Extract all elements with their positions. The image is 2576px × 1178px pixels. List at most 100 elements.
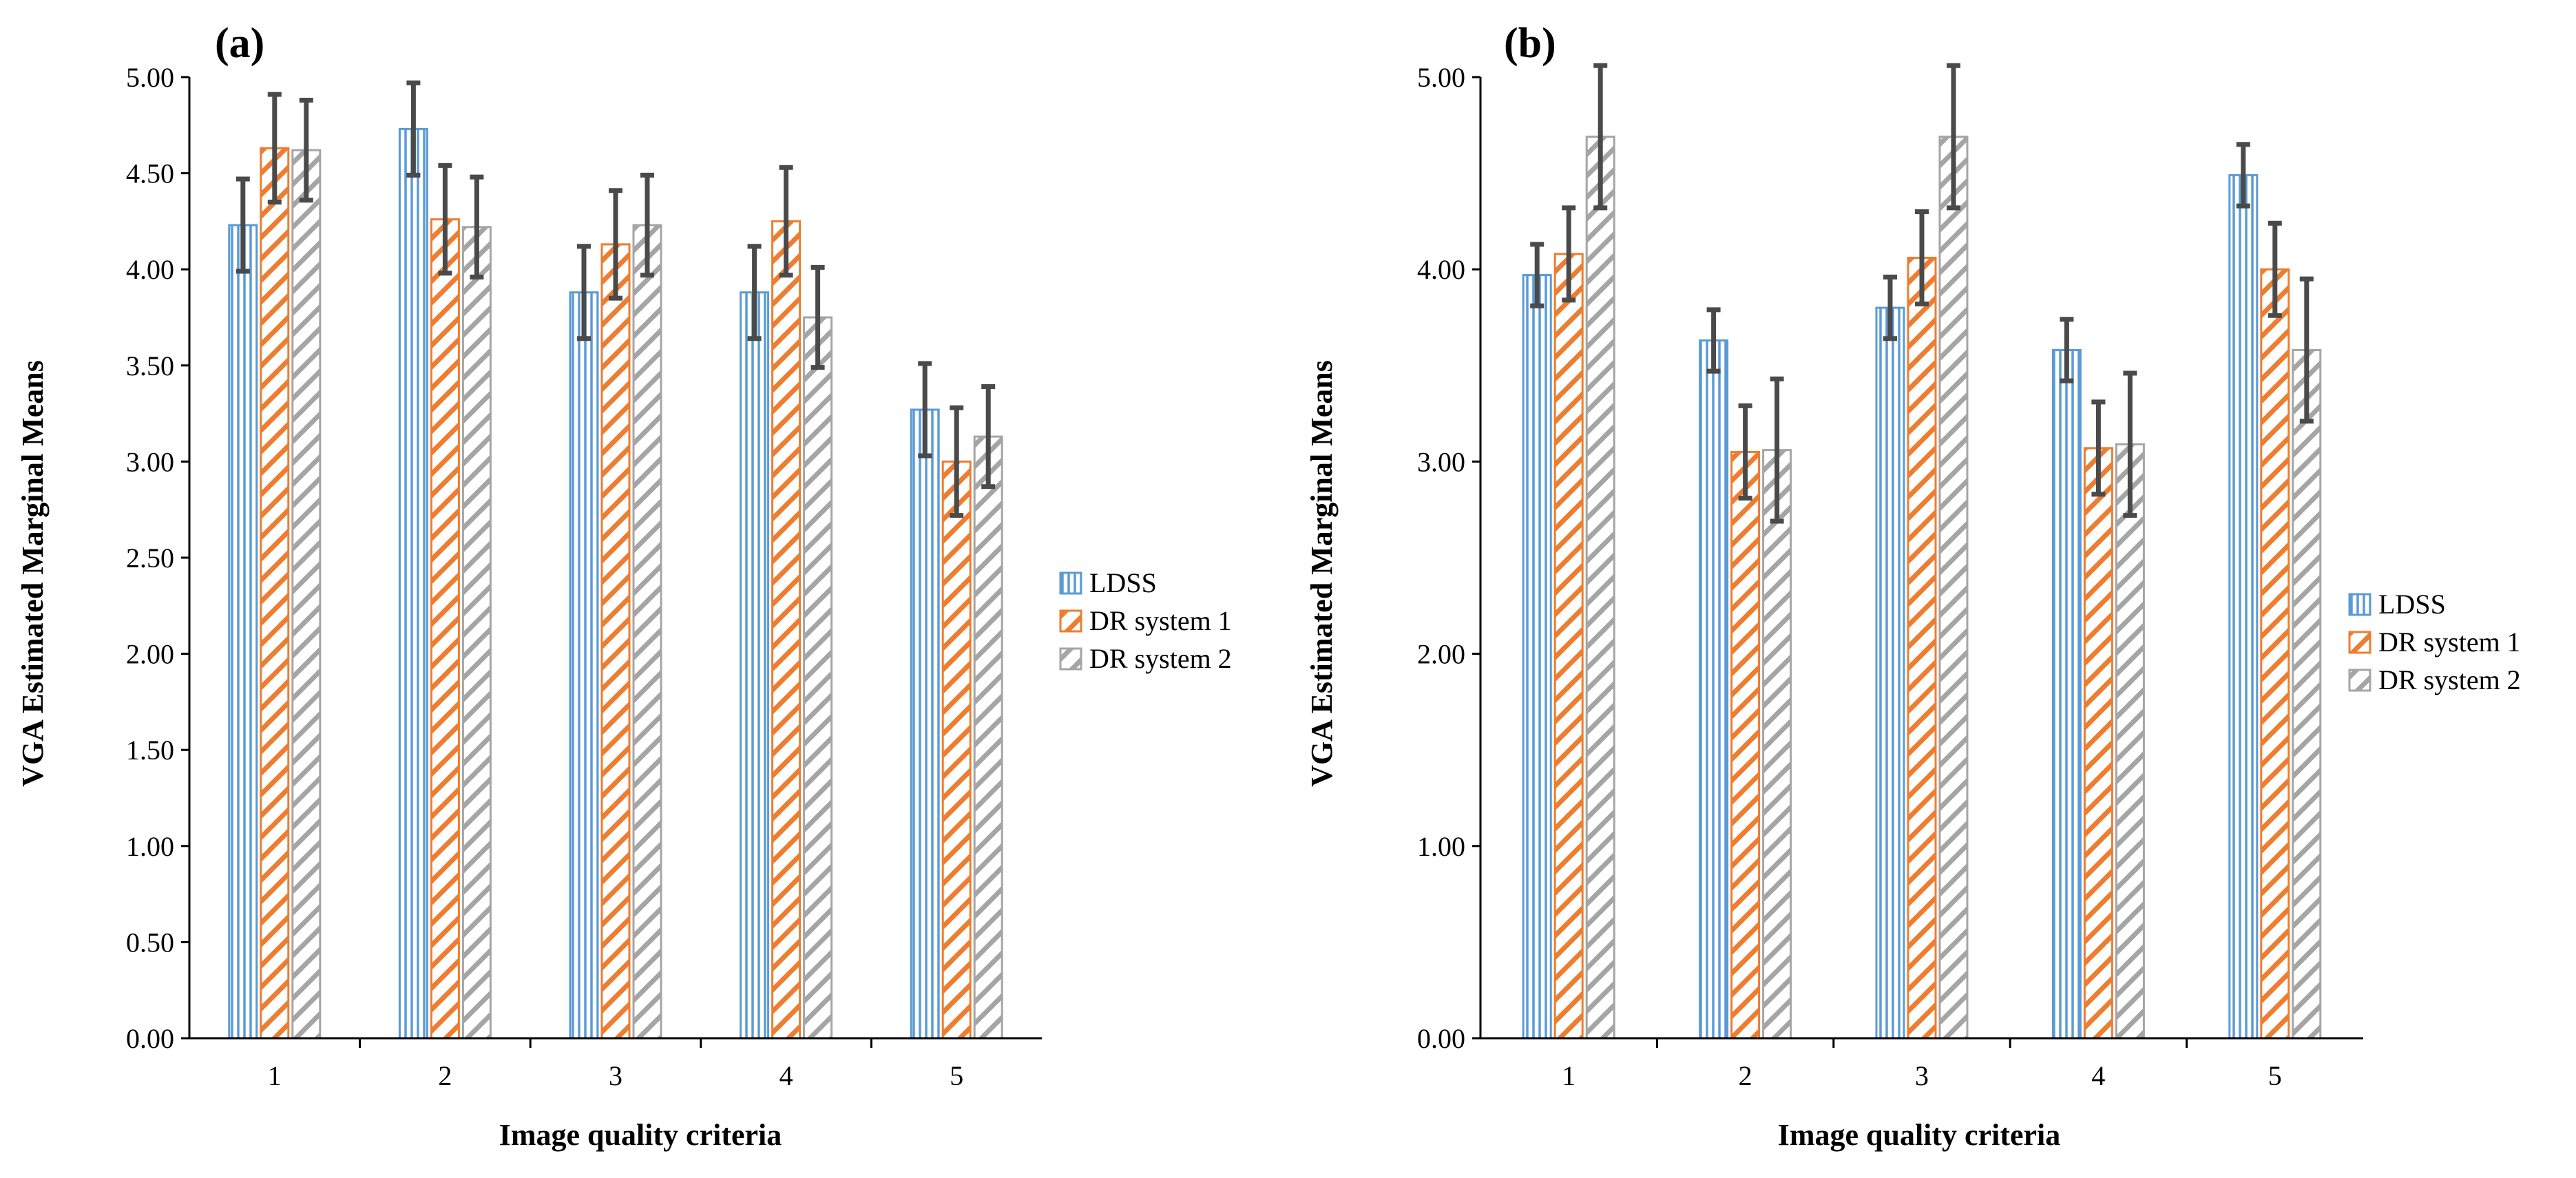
- bar-dr-system-2-2: [1762, 449, 1792, 1040]
- error-bar-dr-system-2-1: [1593, 63, 1608, 211]
- legend-swatch-dr-system-2: [1059, 647, 1082, 671]
- legend-label-dr-system-2: DR system 2: [1089, 643, 1232, 674]
- x-tick-label: 4: [779, 1060, 793, 1091]
- x-tick-label: 1: [1562, 1060, 1575, 1091]
- y-tick-label: 2.00: [1417, 639, 1465, 670]
- bar-ldss-5: [910, 408, 940, 1040]
- error-bar-dr-system-1-1: [1562, 205, 1576, 303]
- error-bar-dr-system-2-3: [1947, 63, 1960, 211]
- bar-dr-system-2-4: [803, 316, 833, 1040]
- bar-dr-system-1-5: [941, 460, 972, 1040]
- legend-label-ldss: LDSS: [2378, 589, 2446, 620]
- x-tick-label: 2: [438, 1060, 452, 1091]
- error-bar-ldss-4: [2060, 317, 2074, 383]
- bar-dr-system-2-5: [2292, 348, 2322, 1040]
- y-tick-label: 2.00: [126, 639, 174, 670]
- error-bar-ldss-2: [1706, 307, 1721, 374]
- panel-b-y-axis-title: VGA Estimated Marginal Means: [1305, 360, 1339, 787]
- bar-ldss-4: [740, 291, 770, 1040]
- y-tick-label: 1.50: [126, 735, 174, 766]
- error-bar-dr-system-2-3: [640, 172, 654, 278]
- error-bar-dr-system-2-4: [810, 264, 825, 370]
- y-tick-label: 4.00: [1417, 254, 1465, 285]
- bar-dr-system-1-2: [430, 218, 460, 1040]
- bar-dr-system-2-2: [461, 226, 492, 1040]
- panel-a-x-axis-title: Image quality criteria: [499, 1118, 782, 1152]
- bar-dr-system-1-3: [1907, 256, 1937, 1040]
- error-bar-ldss-1: [1530, 242, 1544, 308]
- y-tick-label: 0.00: [126, 1023, 174, 1054]
- panel-a-y-ticks: 0.00 0.50 1.00 1.50 2.00 2.50 3.00 3.50 4.00 4.50…: [126, 62, 189, 1054]
- error-bar-ldss-3: [577, 244, 591, 341]
- legend-swatch-dr-system-1: [2348, 631, 2371, 654]
- error-bar-ldss-4: [747, 244, 762, 341]
- bar-ldss-2: [1699, 339, 1729, 1040]
- legend-swatch-dr-system-2: [2348, 669, 2371, 692]
- y-tick-label: 4.50: [126, 158, 174, 189]
- bar-dr-system-1-1: [260, 147, 290, 1040]
- bar-ldss-3: [569, 291, 599, 1040]
- error-bar-dr-system-2-5: [981, 384, 996, 490]
- bar-ldss-3: [1875, 306, 1905, 1040]
- y-tick-label: 5.00: [126, 62, 174, 93]
- panel-a-error-bars: [235, 80, 996, 518]
- error-bar-ldss-5: [2236, 142, 2250, 209]
- bar-dr-system-2-3: [632, 224, 662, 1040]
- panel-a-bars: [228, 127, 1003, 1040]
- panel-b-bars: [1522, 136, 2322, 1040]
- error-bar-ldss-2: [406, 80, 421, 178]
- bar-dr-system-1-5: [2260, 268, 2290, 1040]
- error-bar-dr-system-1-5: [950, 405, 964, 518]
- x-tick-label: 3: [609, 1060, 622, 1091]
- y-tick-label: 0.00: [1417, 1023, 1465, 1054]
- error-bar-dr-system-2-4: [2123, 370, 2137, 518]
- y-tick-label: 1.00: [126, 831, 174, 862]
- bar-ldss-1: [1522, 274, 1552, 1040]
- x-tick-label: 4: [2091, 1060, 2105, 1091]
- y-tick-label: 2.50: [126, 543, 174, 574]
- legend-swatch-dr-system-1: [1059, 609, 1082, 633]
- error-bar-dr-system-2-2: [1770, 376, 1784, 524]
- y-tick-label: 3.00: [1417, 446, 1465, 477]
- x-tick-label: 5: [2268, 1060, 2282, 1091]
- bar-dr-system-2-1: [1585, 136, 1615, 1040]
- legend-swatch-ldss: [2348, 593, 2371, 616]
- bar-ldss-1: [228, 224, 258, 1040]
- error-bar-ldss-5: [918, 361, 932, 459]
- error-bar-dr-system-1-2: [1738, 403, 1752, 501]
- error-bar-dr-system-1-3: [1915, 209, 1929, 306]
- error-bar-dr-system-1-1: [267, 92, 282, 204]
- bar-dr-system-2-4: [2115, 443, 2145, 1040]
- legend-label-dr-system-2: DR system 2: [2378, 664, 2521, 695]
- y-tick-label: 4.00: [126, 254, 174, 285]
- bar-dr-system-1-4: [771, 220, 802, 1040]
- error-bar-dr-system-2-5: [2299, 276, 2314, 424]
- error-bar-dr-system-2-1: [299, 98, 313, 203]
- bar-dr-system-2-5: [973, 435, 1003, 1040]
- error-bar-dr-system-1-4: [2091, 399, 2106, 497]
- bar-dr-system-1-3: [600, 243, 631, 1040]
- error-bar-dr-system-1-4: [779, 165, 793, 278]
- panel-b: (b) VGA Estimated Marginal Means Image q…: [1305, 20, 2521, 1152]
- y-tick-label: 5.00: [1417, 62, 1465, 93]
- y-tick-label: 3.00: [126, 446, 174, 477]
- panel-b-x-ticks: 1 2 3 4 5: [1562, 1038, 2282, 1091]
- y-tick-label: 0.50: [126, 927, 174, 958]
- panel-a: (a) VGA Estimated Marginal Means Image q…: [16, 20, 1232, 1152]
- bar-ldss-2: [398, 127, 428, 1040]
- panel-a-legend: LDSS DR system 1 DR system 2: [1059, 567, 1232, 674]
- error-bar-dr-system-1-3: [609, 188, 622, 301]
- x-tick-label: 5: [950, 1060, 963, 1091]
- x-tick-label: 3: [1915, 1060, 1929, 1091]
- panel-b-x-axis-title: Image quality criteria: [1778, 1118, 2061, 1152]
- error-bar-ldss-3: [1883, 274, 1897, 341]
- bar-ldss-5: [2228, 173, 2259, 1040]
- panel-b-label: (b): [1504, 20, 1556, 67]
- y-tick-label: 3.50: [126, 350, 174, 381]
- error-bar-ldss-1: [235, 176, 250, 274]
- bar-dr-system-1-1: [1553, 253, 1584, 1040]
- bar-dr-system-2-1: [291, 149, 322, 1040]
- error-bar-dr-system-1-5: [2268, 220, 2282, 318]
- panel-a-y-axis-title: VGA Estimated Marginal Means: [16, 360, 50, 787]
